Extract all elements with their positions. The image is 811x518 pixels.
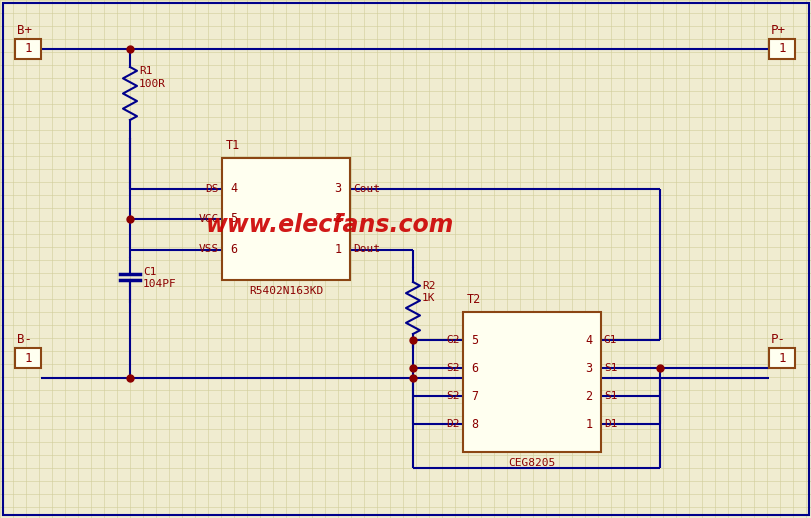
Text: 4: 4 xyxy=(230,182,238,195)
Text: 5: 5 xyxy=(230,212,238,225)
Text: 1: 1 xyxy=(777,352,785,365)
Text: T1: T1 xyxy=(225,139,240,152)
Text: 4: 4 xyxy=(585,334,592,347)
Text: 2: 2 xyxy=(334,212,341,225)
Text: S1: S1 xyxy=(603,391,616,401)
Text: DS: DS xyxy=(205,183,219,194)
Text: 1: 1 xyxy=(24,42,32,55)
Text: VCC: VCC xyxy=(199,214,219,224)
Text: 3: 3 xyxy=(334,182,341,195)
Text: 1: 1 xyxy=(585,418,592,430)
Text: G1: G1 xyxy=(603,335,616,345)
Bar xyxy=(15,39,41,59)
Text: S1: S1 xyxy=(603,363,616,373)
Text: 7: 7 xyxy=(471,390,478,402)
Text: R2: R2 xyxy=(422,281,435,291)
Text: T2: T2 xyxy=(466,293,481,306)
Text: Dout: Dout xyxy=(353,244,380,254)
Text: B+: B+ xyxy=(17,24,32,37)
Text: D2: D2 xyxy=(446,419,460,429)
Text: CEG8205: CEG8205 xyxy=(508,458,555,468)
Text: 1K: 1K xyxy=(422,293,435,303)
Text: R5402N163KD: R5402N163KD xyxy=(248,286,323,296)
Text: 6: 6 xyxy=(471,362,478,375)
Bar xyxy=(221,158,350,280)
Text: 100R: 100R xyxy=(139,79,165,89)
Bar xyxy=(768,348,794,368)
Text: P-: P- xyxy=(770,333,785,346)
Text: 8: 8 xyxy=(471,418,478,430)
Bar xyxy=(768,39,794,59)
Text: R1: R1 xyxy=(139,66,152,76)
Text: 1: 1 xyxy=(24,352,32,365)
Text: C1: C1 xyxy=(143,267,157,277)
Text: Cout: Cout xyxy=(353,183,380,194)
Text: G2: G2 xyxy=(446,335,460,345)
Text: D1: D1 xyxy=(603,419,616,429)
Text: 1: 1 xyxy=(777,42,785,55)
Bar xyxy=(462,312,600,452)
Text: www.elecfans.com: www.elecfans.com xyxy=(205,213,453,237)
Text: 6: 6 xyxy=(230,243,238,256)
Text: S2: S2 xyxy=(446,363,460,373)
Text: B-: B- xyxy=(17,333,32,346)
Text: 3: 3 xyxy=(585,362,592,375)
Text: 5: 5 xyxy=(471,334,478,347)
Text: 2: 2 xyxy=(585,390,592,402)
Text: 1: 1 xyxy=(334,243,341,256)
Text: 104PF: 104PF xyxy=(143,279,177,289)
Text: P+: P+ xyxy=(770,24,785,37)
Text: VSS: VSS xyxy=(199,244,219,254)
Bar xyxy=(15,348,41,368)
Text: S2: S2 xyxy=(446,391,460,401)
